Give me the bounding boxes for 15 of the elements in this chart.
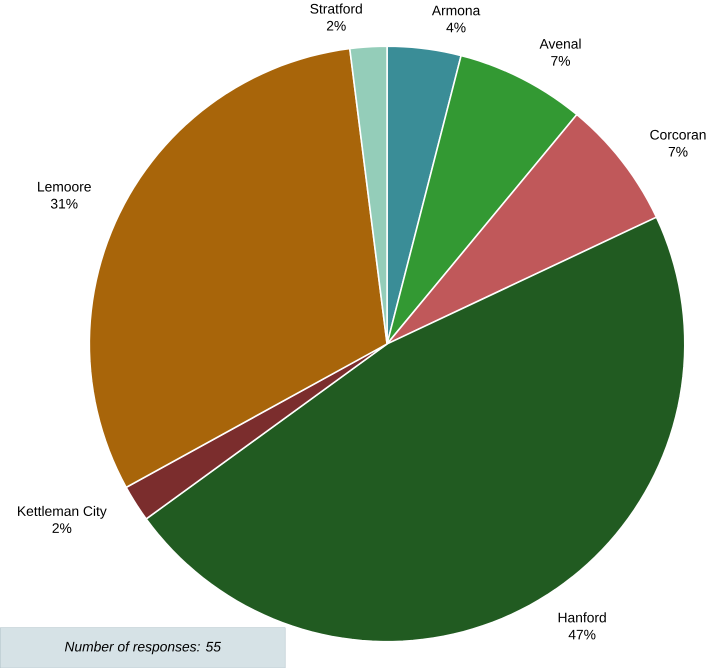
data-label: 2% — [326, 20, 346, 31]
data-label: 4% — [446, 22, 466, 32]
data-label: 7% — [668, 146, 688, 156]
slice-label: Avenal — [540, 38, 581, 49]
slice-label: Lemoore — [38, 182, 91, 192]
text: Number of responses: 55 — [64, 641, 221, 654]
data-label: 31% — [50, 198, 78, 208]
slice-label: Hanford — [558, 612, 606, 622]
slice-label: Corcoran — [650, 130, 706, 140]
data-label: 7% — [551, 56, 570, 66]
slice-label: Stratford — [310, 3, 362, 14]
slice-label: Kettleman City — [18, 506, 107, 519]
data-label: 47% — [568, 630, 596, 640]
slice-label: Armona — [432, 6, 480, 16]
data-label: 2% — [52, 523, 72, 533]
